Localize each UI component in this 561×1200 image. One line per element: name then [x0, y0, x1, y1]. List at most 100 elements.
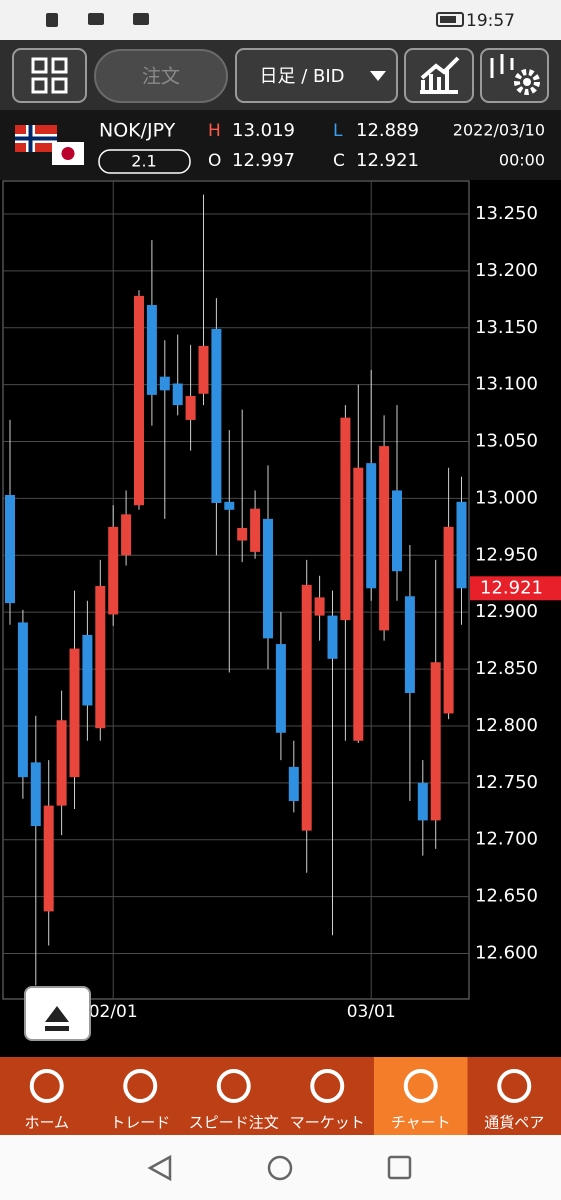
status-time: 19:57: [466, 11, 515, 31]
icon: [420, 56, 460, 94]
open-value: 12.997: [232, 150, 295, 171]
candle-body: [314, 597, 325, 616]
candle-body: [185, 396, 196, 420]
low-label: L: [333, 121, 343, 141]
flag-cross: [28, 125, 33, 152]
y-tick-label: 13.000: [475, 487, 538, 508]
icon: [490, 54, 514, 78]
candle-body: [198, 345, 209, 394]
gear-icon: [514, 69, 540, 95]
candle-body: [250, 508, 261, 552]
candle-body: [211, 328, 222, 503]
tabs: ホーム トレード スピード注文 マーケット チャート 通貨ペア: [24, 1057, 544, 1135]
period-select-label[interactable]: 日足 / BID: [259, 66, 344, 87]
candle-body: [159, 376, 170, 391]
tab-icon: [403, 1069, 438, 1103]
norway-flag: [15, 125, 57, 152]
icon: [45, 1006, 69, 1031]
candle-body: [69, 648, 80, 778]
candle-body: [43, 805, 54, 912]
close-label: C: [333, 151, 345, 171]
candle-body: [146, 305, 157, 395]
icon: [51, 77, 68, 94]
candle-body: [366, 463, 377, 589]
tab-icon: [29, 1069, 64, 1103]
back-button[interactable]: [147, 1154, 172, 1182]
open-label: O: [208, 151, 221, 171]
system-nav: [0, 1135, 561, 1200]
recents-button[interactable]: [387, 1155, 412, 1180]
tab-label[interactable]: マーケット: [290, 1114, 365, 1132]
y-tick-label: 13.100: [475, 374, 538, 395]
candle-body: [224, 501, 235, 510]
japan-flag-disc: [61, 147, 75, 160]
candle-body: [5, 495, 15, 604]
y-tick-label: 12.700: [475, 829, 538, 850]
battery-level: [440, 16, 456, 23]
candle-body: [301, 584, 312, 831]
tab-icon: [123, 1069, 158, 1103]
close-value: 12.921: [356, 150, 419, 171]
tab-label[interactable]: トレード: [110, 1114, 170, 1132]
candle-body: [443, 526, 454, 714]
spread: 2.1: [131, 152, 156, 171]
tab-label[interactable]: スピード注文: [189, 1114, 279, 1132]
candle-body: [172, 383, 183, 406]
candle-body: [353, 467, 364, 741]
x-tick-label: 02/01: [89, 1002, 138, 1022]
quote-time: 00:00: [499, 151, 545, 170]
icon: [51, 57, 68, 74]
candle-body: [379, 446, 390, 631]
period-select[interactable]: [235, 48, 398, 103]
order-button[interactable]: [94, 49, 228, 103]
candle-body: [327, 615, 338, 659]
tab-label[interactable]: チャート: [391, 1114, 451, 1132]
dropdown-arrow: [370, 71, 386, 81]
high-label: H: [208, 121, 221, 141]
candle-body: [417, 782, 428, 821]
candle-body: [30, 762, 41, 827]
candle-body: [237, 527, 248, 541]
candle-body: [456, 501, 467, 589]
battery-icon: [436, 12, 464, 27]
status-icon: [46, 13, 58, 27]
y-tick-label: 12.750: [475, 772, 538, 793]
candle-body: [340, 417, 351, 621]
menu-button-frame[interactable]: [12, 48, 87, 103]
pair-name: NOK/JPY: [99, 120, 176, 142]
high-value: 13.019: [232, 120, 295, 141]
candle-body: [430, 662, 441, 821]
tab-icon: [216, 1069, 251, 1103]
candle-body: [82, 634, 93, 706]
current-price-marker: [470, 576, 561, 601]
candle-body: [121, 514, 132, 556]
candle-body: [404, 596, 415, 693]
y-tick-label: 13.200: [475, 260, 538, 281]
candle-body: [56, 720, 67, 806]
order-button-label[interactable]: 注文: [142, 66, 180, 88]
quote-date: 2022/03/10: [453, 121, 545, 140]
candle-body: [392, 490, 402, 572]
indicator-button[interactable]: [404, 48, 474, 103]
y-tick-label: 12.850: [475, 658, 538, 679]
candle-body: [263, 518, 273, 639]
y-tick-label: 13.150: [475, 317, 538, 338]
y-tick-label: 12.900: [475, 601, 538, 622]
candle-body: [134, 295, 144, 506]
status-icon: [88, 13, 104, 25]
tab-label[interactable]: 通貨ペア: [484, 1114, 544, 1132]
icon: [31, 57, 48, 74]
plot-area: [2, 180, 470, 1000]
current-price-label: 12.921: [480, 577, 543, 598]
y-tick-label: 12.600: [475, 942, 538, 963]
icon: [31, 77, 48, 94]
tab-label[interactable]: ホーム: [24, 1114, 69, 1132]
candle-body: [17, 622, 28, 778]
y-tick-label: 12.950: [475, 544, 538, 565]
home-button[interactable]: [267, 1155, 293, 1181]
tab-bar: [0, 1057, 561, 1135]
candle-body: [288, 766, 299, 802]
menu-button[interactable]: [12, 48, 87, 103]
